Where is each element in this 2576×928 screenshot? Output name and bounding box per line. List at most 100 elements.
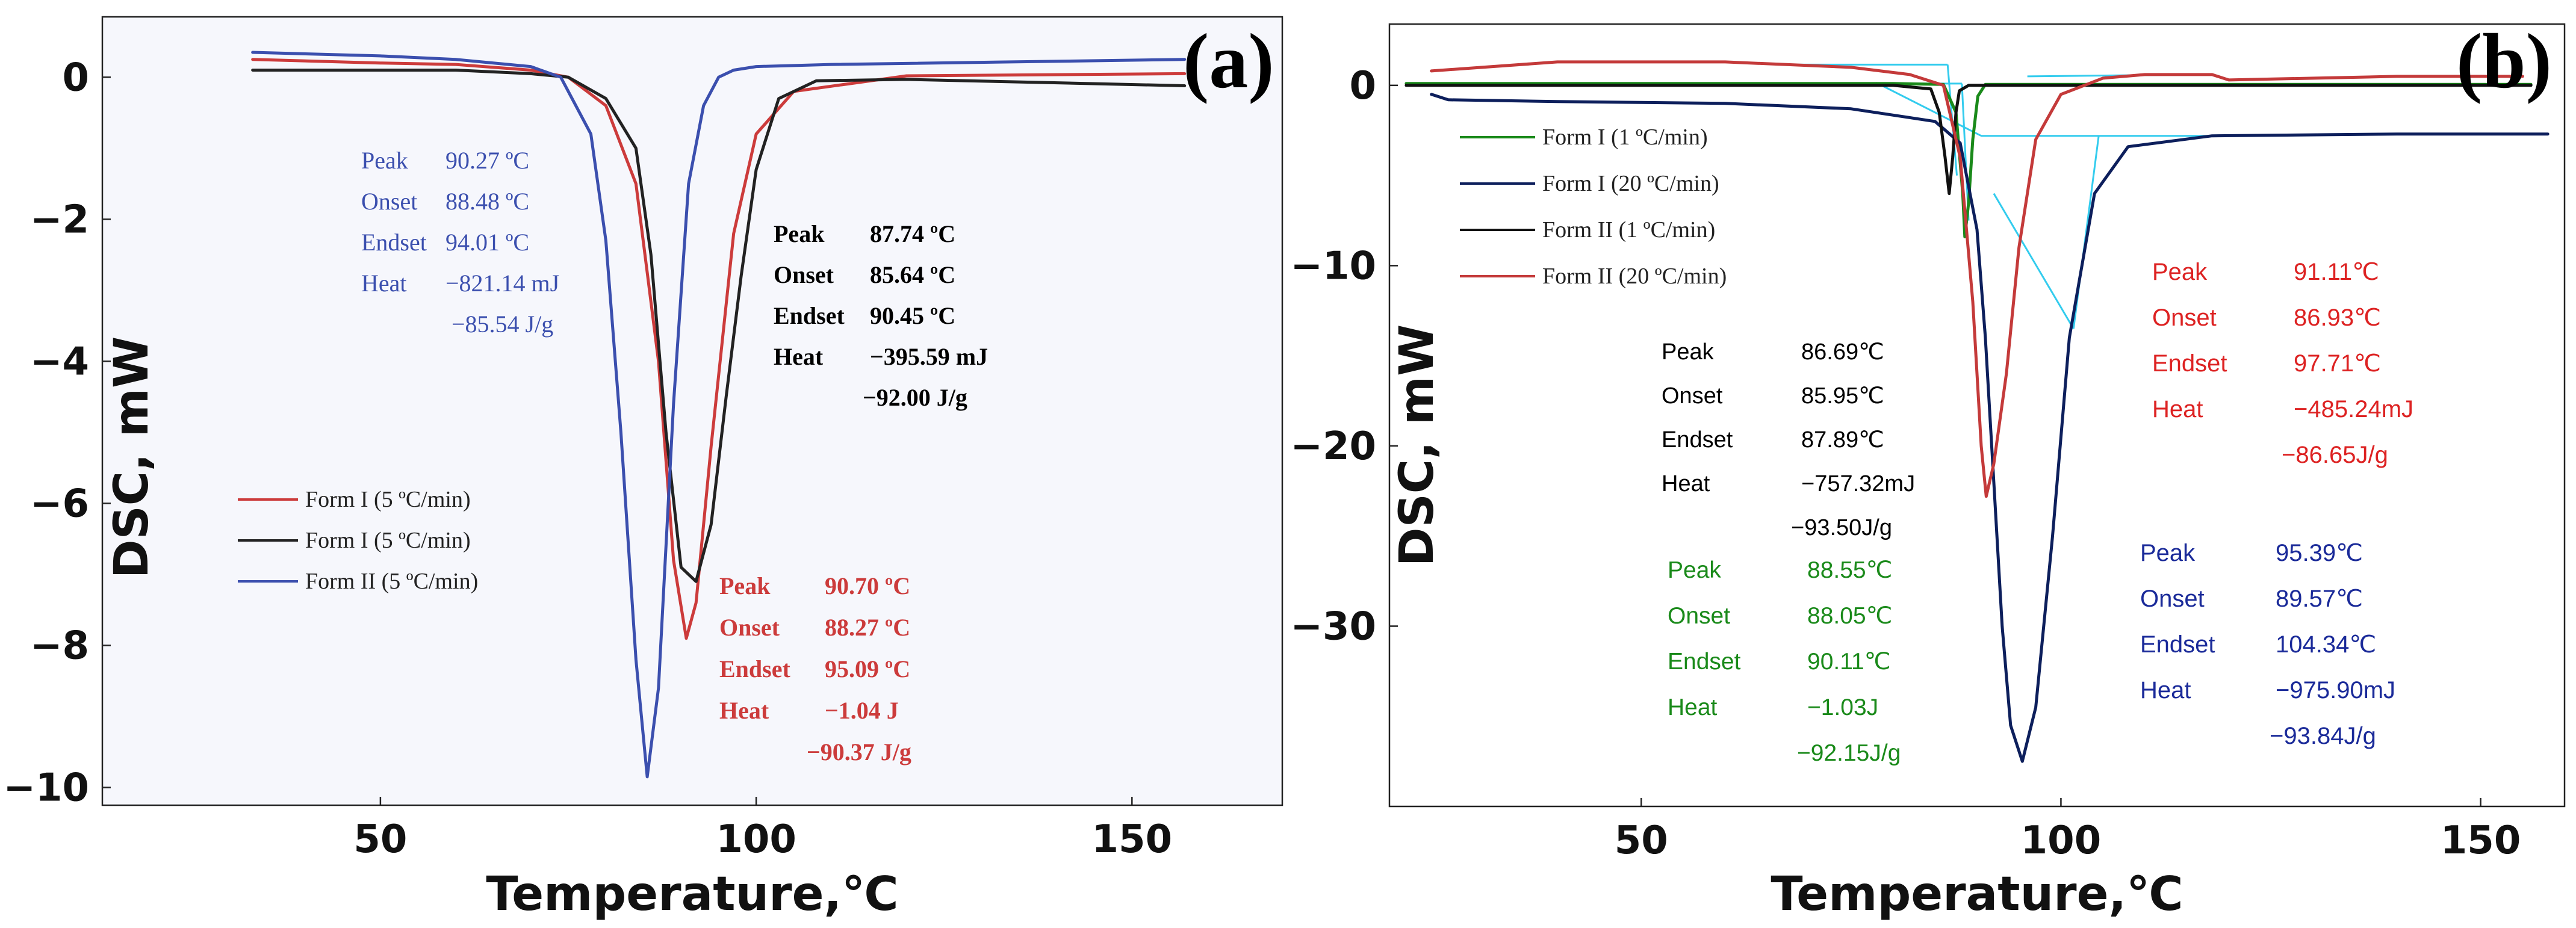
annotation-value: −93.84J/g: [2270, 723, 2376, 749]
annotation-key: Onset: [1668, 603, 1730, 629]
annotation-key: Onset: [719, 614, 780, 641]
annotation-key: Onset: [2152, 305, 2217, 331]
y-tick-label: −4: [30, 339, 89, 384]
y-tick-label: −6: [30, 481, 89, 526]
annotation-value: −821.14 mJ: [445, 270, 559, 297]
panel-b-dsc-chart: 50 100 150 0 −10 −20 −30 Temperature,℃ DSC, mW (b…: [1290, 18, 2566, 921]
annotation-key: Peak: [361, 147, 408, 174]
annotation-value: 88.48 ºC: [445, 188, 529, 215]
annotation-value: 90.70 ºC: [825, 572, 910, 599]
annotation-value: 104.34℃: [2276, 631, 2376, 658]
legend-entry: Form I (20 ºC/min): [1542, 171, 1719, 196]
y-tick-label: −8: [30, 623, 89, 668]
annotation-key: Heat: [774, 343, 824, 370]
x-tick-label: 100: [2021, 818, 2102, 863]
series-line-1: [251, 58, 1187, 640]
plot-area: [102, 17, 1282, 805]
annotation-value: −1.03J: [1807, 694, 1878, 720]
plot-frame: [101, 16, 1283, 806]
legend-entry: Form II (1 ºC/min): [1542, 217, 1715, 243]
annotation-value: −975.90mJ: [2276, 677, 2395, 704]
annotation-value: 85.95℃: [1801, 383, 1884, 409]
x-tick-label: 100: [716, 817, 796, 862]
x-tick-label: 50: [353, 817, 407, 862]
annotation-value: 94.01 ºC: [445, 229, 529, 256]
panel-label: (a): [1183, 18, 1274, 105]
series-line-2: [1430, 93, 2550, 763]
x-axis-label: Temperature,℃: [1771, 867, 2183, 921]
x-axis-label: Temperature,℃: [486, 867, 898, 921]
y-axis-label: DSC, mW: [1390, 324, 1444, 566]
annotation-key: Endset: [361, 229, 427, 256]
annotation-value: 88.05℃: [1807, 603, 1892, 629]
annotation-key: Endset: [2152, 350, 2227, 377]
annotation-key: Endset: [774, 302, 845, 329]
annotation-key: Heat: [1668, 694, 1718, 720]
legend-entry: Form II (5 ºC/min): [305, 569, 478, 594]
annotation-key: Onset: [2140, 586, 2205, 612]
x-tick-label: 150: [1092, 817, 1173, 862]
annotation-value: 88.55℃: [1807, 557, 1892, 583]
annotation-key: Onset: [361, 188, 417, 215]
annotation-key: Endset: [1662, 427, 1733, 453]
annotation-value: 90.11℃: [1807, 649, 1891, 675]
y-tick-label: −10: [1290, 244, 1376, 288]
annotation-key: Peak: [1668, 557, 1721, 583]
annotation-value: −1.04 J: [825, 697, 899, 724]
y-tick-label: 0: [62, 55, 89, 100]
integration-baseline: [1876, 82, 1982, 137]
y-tick-label: −20: [1290, 424, 1376, 469]
annotation-key: Peak: [2152, 259, 2208, 285]
x-tick-label: 50: [1615, 818, 1668, 863]
series-line-4: [1430, 60, 2524, 498]
annotation-key: Peak: [1662, 339, 1715, 365]
annotation-value: 91.11℃: [2294, 259, 2379, 285]
panel-label: (b): [2456, 18, 2552, 105]
annotation-value: 86.93℃: [2294, 305, 2381, 331]
annotation-key: Endset: [1668, 649, 1741, 675]
annotation-key: Onset: [1662, 383, 1723, 409]
y-tick-label: −10: [3, 766, 89, 810]
annotation-value: 90.45 ºC: [870, 302, 955, 329]
annotation-value: 95.39℃: [2276, 540, 2363, 566]
plot-area: [1389, 24, 2565, 806]
x-tick-label: 150: [2441, 818, 2521, 863]
annotation-key: Endset: [2140, 631, 2215, 658]
annotation-value: 97.71℃: [2294, 350, 2381, 377]
y-tick-label: −2: [30, 197, 89, 242]
annotation-value: 88.27 ºC: [825, 614, 910, 641]
legend-entry: Form I (5 ºC/min): [305, 528, 471, 553]
series-line-3: [251, 51, 1187, 779]
annotation-value: 89.57℃: [2276, 586, 2363, 612]
annotation-value: −90.37 J/g: [807, 738, 911, 766]
integration-baseline: [1993, 193, 2075, 329]
y-tick-label: 0: [1349, 64, 1376, 108]
annotation-key: Peak: [774, 220, 825, 247]
annotation-value: 87.74 ºC: [870, 220, 955, 247]
annotation-key: Endset: [719, 655, 790, 682]
annotation-key: Heat: [2140, 677, 2191, 704]
annotation-key: Heat: [719, 697, 769, 724]
annotation-value: −395.59 mJ: [870, 343, 988, 370]
annotation-value: −86.65J/g: [2282, 442, 2388, 468]
annotation-value: −92.00 J/g: [863, 384, 967, 411]
series-line-3: [1404, 84, 2533, 196]
annotation-key: Onset: [774, 261, 834, 288]
annotation-key: Peak: [2140, 540, 2196, 566]
annotation-value: −85.54 J/g: [452, 311, 553, 338]
y-axis-label: DSC, mW: [105, 336, 159, 578]
annotation-value: 95.09 ºC: [825, 655, 910, 682]
annotation-value: 87.89℃: [1801, 427, 1884, 453]
annotation-value: −485.24mJ: [2294, 396, 2413, 422]
annotation-key: Heat: [2152, 396, 2203, 422]
legend-entry: Form I (5 ºC/min): [305, 487, 471, 512]
plot-frame: [1388, 23, 2566, 808]
annotation-value: −93.50J/g: [1791, 515, 1892, 540]
annotation-key: Peak: [719, 572, 771, 599]
annotation-value: −92.15J/g: [1797, 740, 1901, 766]
annotation-value: 85.64 ºC: [870, 261, 955, 288]
annotation-key: Heat: [1662, 471, 1710, 496]
annotation-value: 90.27 ºC: [445, 147, 529, 174]
annotation-key: Heat: [361, 270, 407, 297]
